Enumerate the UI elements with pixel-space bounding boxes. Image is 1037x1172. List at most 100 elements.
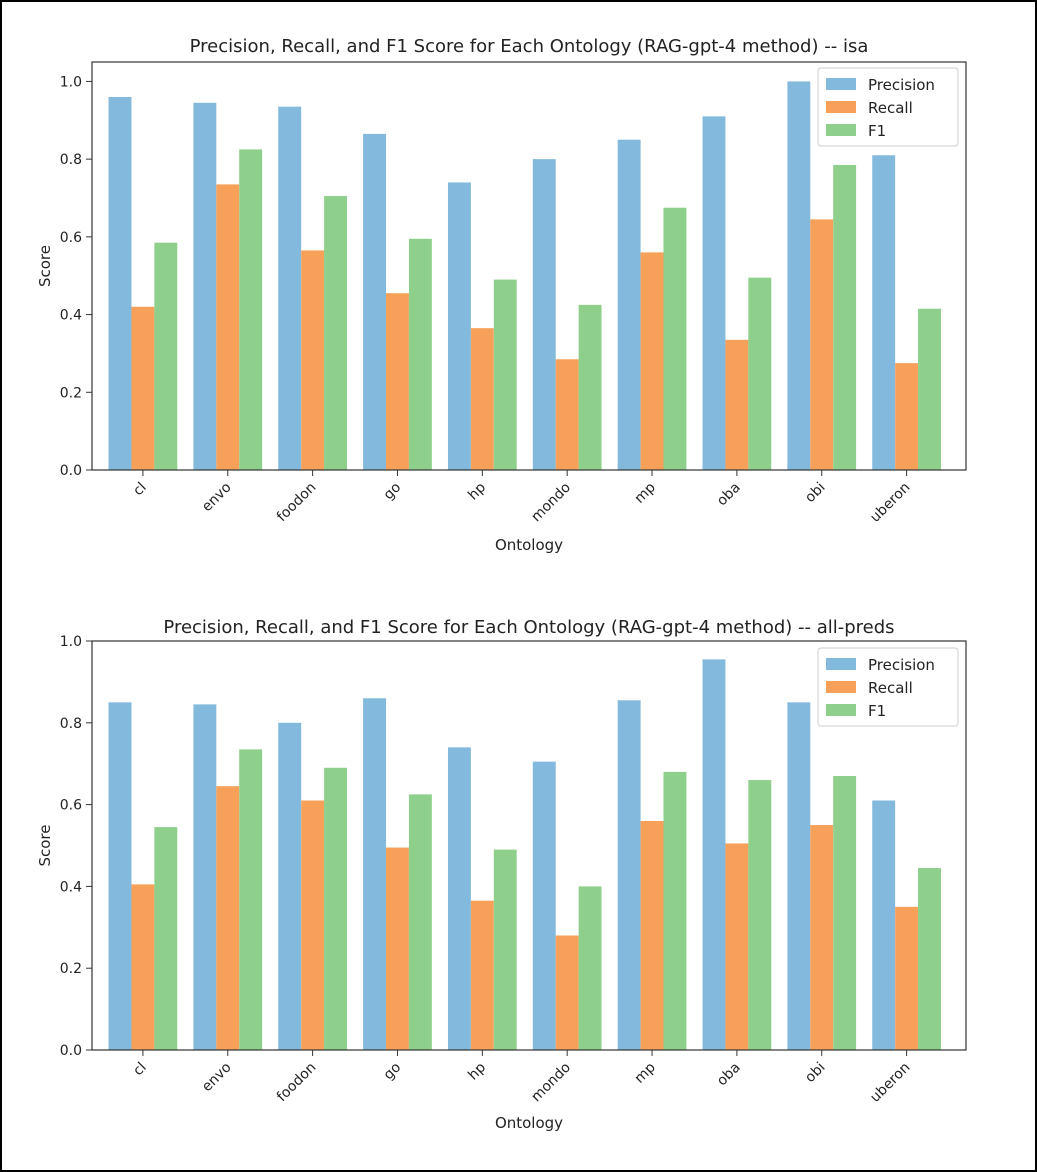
bar-recall-go (386, 293, 409, 470)
legend-swatch-f1 (826, 704, 856, 716)
legend-label-precision: Precision (868, 656, 935, 674)
legend-swatch-recall (826, 681, 856, 693)
y-tick-label: 0.8 (60, 152, 82, 168)
chart-2-y-axis-label: Score (36, 824, 54, 866)
bar-f1-foodon (324, 767, 347, 1050)
y-tick-label: 0.0 (60, 463, 82, 479)
chart-1-title: Precision, Recall, and F1 Score for Each… (190, 36, 869, 57)
y-tick-label: 0.0 (60, 1043, 82, 1059)
x-tick-label-mp: mp (632, 1059, 659, 1086)
legend-label-precision: Precision (868, 76, 935, 94)
bar-precision-go (363, 133, 387, 470)
bar-recall-foodon (301, 800, 325, 1050)
x-tick-label-go: go (381, 1060, 405, 1084)
y-tick-label: 1.0 (60, 634, 82, 650)
bar-f1-foodon (324, 196, 347, 470)
bar-recall-envo (216, 786, 240, 1050)
bar-precision-cl (108, 96, 132, 470)
chart-2-title: Precision, Recall, and F1 Score for Each… (163, 617, 894, 638)
bar-recall-uberon (895, 363, 919, 470)
chart-1-x-axis-label: Ontology (495, 536, 563, 554)
bar-f1-uberon (918, 868, 941, 1050)
x-tick-label-mp: mp (632, 479, 659, 506)
y-tick-label: 0.4 (60, 879, 82, 895)
bar-precision-envo (193, 704, 217, 1050)
bar-precision-oba (702, 659, 726, 1050)
bar-f1-envo (239, 149, 263, 470)
bar-recall-cl (131, 306, 155, 470)
x-tick-label-foodon: foodon (274, 480, 320, 526)
x-tick-label-envo: envo (199, 480, 235, 516)
x-tick-label-cl: cl (130, 480, 150, 500)
bar-precision-mp (617, 700, 641, 1050)
x-tick-label-oba: oba (714, 480, 744, 510)
x-tick-label-envo: envo (199, 1060, 235, 1096)
bar-f1-mondo (578, 886, 602, 1050)
bar-f1-go (408, 794, 432, 1051)
bar-precision-go (363, 698, 387, 1050)
bar-precision-obi (787, 81, 811, 471)
bar-recall-cl (131, 884, 155, 1050)
legend-label-recall: Recall (868, 679, 913, 697)
y-tick-label: 0.6 (60, 798, 82, 814)
bar-recall-hp (470, 328, 494, 470)
bar-f1-go (408, 238, 432, 470)
bar-f1-oba (748, 277, 772, 470)
bar-recall-go (386, 847, 409, 1050)
bar-f1-hp (493, 279, 517, 470)
chart-1-group: 0.0 0.2 0.4 0.6 0.8 1.0 cl envo foodon go hp mondo m… (60, 61, 967, 526)
legend-swatch-precision (826, 658, 856, 670)
bar-precision-obi (787, 702, 811, 1050)
bar-f1-uberon (918, 308, 941, 470)
chart-2-axes-frame (91, 640, 967, 1051)
legend-label-f1: F1 (868, 122, 886, 140)
x-tick-label-go: go (381, 480, 405, 504)
x-tick-label-cl: cl (130, 1060, 150, 1080)
x-tick-label-hp: hp (465, 1059, 489, 1083)
bar-f1-oba (748, 780, 772, 1050)
bar-recall-obi (810, 219, 834, 470)
chart-2-x-axis-label: Ontology (495, 1114, 563, 1132)
bar-f1-mp (663, 771, 687, 1050)
bar-precision-hp (447, 747, 471, 1050)
bar-f1-cl (154, 242, 178, 470)
legend-label-f1: F1 (868, 702, 886, 720)
chart-2-group: 0.0 0.2 0.4 0.6 0.8 1.0 cl envo foodon go hp mondo m… (60, 634, 967, 1106)
y-tick-label: 0.2 (60, 385, 82, 401)
x-tick-label-oba: oba (714, 1060, 744, 1090)
bar-f1-obi (833, 775, 857, 1050)
bar-f1-envo (239, 749, 263, 1050)
bar-precision-envo (193, 102, 217, 471)
bar-precision-hp (447, 182, 471, 470)
bar-recall-hp (470, 900, 494, 1050)
bar-recall-mondo (555, 359, 579, 470)
y-tick-label: 0.4 (60, 308, 82, 324)
bar-precision-mondo (532, 159, 556, 470)
bar-precision-cl (108, 702, 132, 1050)
x-tick-label-uberon: uberon (867, 480, 913, 526)
bar-recall-envo (216, 184, 240, 470)
bar-f1-hp (493, 849, 517, 1050)
bar-recall-mp (640, 252, 664, 470)
bar-recall-mp (640, 820, 664, 1050)
bar-recall-oba (725, 843, 749, 1050)
y-tick-label: 0.2 (60, 961, 82, 977)
chart-1-axes-frame (91, 61, 967, 471)
x-tick-label-mondo: mondo (528, 480, 574, 526)
legend-swatch-precision (826, 78, 856, 90)
bar-f1-cl (154, 827, 178, 1050)
legend-label-recall: Recall (868, 99, 913, 117)
x-tick-label-foodon: foodon (274, 1060, 320, 1106)
bar-f1-mondo (578, 304, 602, 470)
bar-precision-oba (702, 116, 726, 471)
bar-f1-obi (833, 164, 857, 470)
bar-recall-oba (725, 339, 749, 470)
bar-precision-uberon (872, 155, 896, 470)
legend-swatch-f1 (826, 124, 856, 136)
bar-precision-foodon (278, 722, 302, 1050)
bar-recall-foodon (301, 250, 325, 470)
bar-recall-obi (810, 825, 834, 1050)
bar-precision-foodon (278, 106, 302, 470)
y-tick-label: 0.6 (60, 230, 82, 246)
